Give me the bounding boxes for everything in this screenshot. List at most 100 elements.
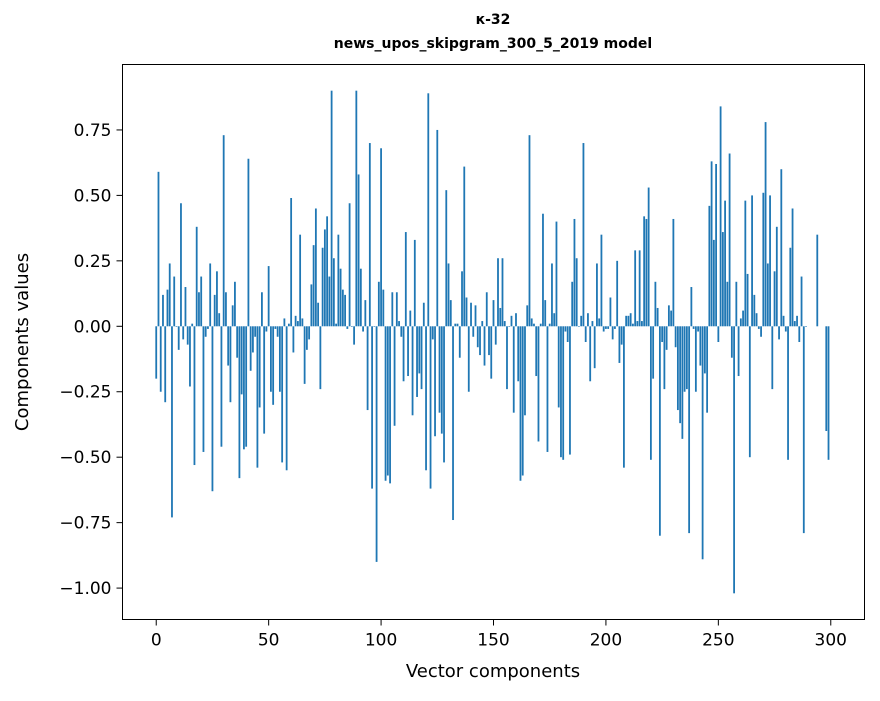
chart-title: к-32 — [475, 12, 511, 28]
bar-component-122 — [429, 326, 432, 489]
bar-component-198 — [600, 234, 603, 327]
bar-component-123 — [431, 326, 434, 340]
bar-component-100 — [380, 148, 382, 327]
x-tick-label: 300 — [815, 631, 847, 651]
bar-component-69 — [310, 284, 313, 327]
bar-component-25 — [211, 326, 214, 492]
bar-component-21 — [202, 326, 205, 452]
bar-component-206 — [618, 326, 621, 363]
bar-component-188 — [578, 326, 580, 327]
bar-component-124 — [434, 326, 436, 437]
bar-component-261 — [742, 310, 744, 327]
bar-component-263 — [746, 273, 749, 327]
bar-component-232 — [676, 326, 679, 411]
x-axis-ticks: 0 50 100 150 200 250 300 — [151, 619, 847, 651]
bar-component-217 — [643, 216, 646, 327]
bar-component-264 — [748, 326, 751, 458]
bar-component-226 — [663, 326, 666, 390]
bar-component-258 — [735, 281, 738, 327]
bar-component-50 — [267, 266, 270, 327]
bar-component-15 — [189, 326, 191, 387]
bar-component-63 — [296, 321, 299, 327]
bar-component-189 — [580, 315, 583, 327]
bar-component-289 — [805, 326, 807, 327]
bar-component-238 — [690, 287, 693, 327]
bar-component-1 — [157, 171, 160, 327]
bar-component-101 — [382, 289, 385, 327]
bar-component-169 — [535, 326, 538, 377]
bar-component-165 — [526, 305, 529, 327]
bar-component-23 — [207, 326, 209, 329]
bar-component-245 — [706, 326, 709, 413]
bar-component-125 — [436, 129, 439, 327]
bar-component-235 — [683, 326, 686, 392]
bar-component-89 — [355, 90, 358, 327]
bar-component-242 — [699, 326, 702, 366]
bar-component-244 — [703, 326, 706, 374]
bar-component-109 — [400, 326, 403, 337]
bar-component-82 — [339, 268, 342, 327]
bar-component-150 — [492, 300, 495, 327]
bar-component-201 — [607, 326, 610, 329]
bar-component-286 — [798, 326, 801, 342]
bar-component-17 — [193, 326, 196, 466]
bar-component-243 — [701, 326, 704, 560]
y-axis-label: Components values — [12, 253, 33, 431]
bar-component-106 — [393, 326, 396, 426]
bar-component-172 — [542, 213, 544, 327]
bar-component-271 — [764, 122, 767, 327]
bar-component-210 — [627, 315, 630, 327]
bar-component-149 — [490, 326, 493, 379]
bar-component-116 — [416, 326, 418, 397]
bar-component-45 — [256, 326, 259, 468]
bar-component-65 — [301, 318, 304, 327]
bar-component-19 — [198, 292, 200, 327]
bar-component-240 — [694, 326, 697, 392]
bar-component-41 — [247, 158, 250, 327]
bar-component-67 — [305, 326, 308, 350]
y-tick-label: 0.00 — [74, 317, 112, 337]
bar-component-32 — [227, 326, 230, 366]
bar-component-129 — [445, 190, 448, 327]
bar-component-70 — [312, 245, 315, 327]
bar-component-154 — [501, 258, 504, 327]
bar-component-75 — [323, 229, 326, 327]
bar-component-220 — [649, 326, 652, 460]
bar-component-133 — [454, 323, 457, 327]
bar-component-28 — [218, 313, 221, 327]
bar-component-163 — [521, 326, 524, 476]
bar-component-36 — [236, 326, 239, 358]
bar-component-134 — [456, 323, 459, 327]
bar-component-145 — [481, 321, 484, 327]
bar-component-35 — [234, 281, 236, 327]
bar-component-288 — [802, 326, 805, 534]
bar-component-272 — [766, 263, 769, 327]
bar-component-8 — [173, 276, 176, 327]
bar-component-53 — [274, 326, 277, 329]
bar-component-141 — [472, 326, 475, 337]
bar-component-16 — [191, 323, 194, 327]
bar-component-83 — [341, 289, 344, 327]
bar-component-179 — [557, 326, 560, 408]
bar-component-270 — [762, 192, 765, 327]
bar-component-108 — [398, 321, 400, 327]
bar-component-196 — [596, 263, 598, 327]
bar-component-158 — [510, 315, 513, 327]
bar-component-105 — [391, 292, 394, 327]
bar-component-138 — [465, 297, 468, 327]
bar-component-192 — [587, 313, 589, 327]
bar-component-276 — [775, 226, 778, 327]
bar-component-294 — [816, 234, 819, 327]
bar-component-233 — [679, 326, 682, 424]
bar-component-176 — [551, 263, 553, 327]
bar-component-195 — [593, 326, 596, 369]
bar-component-144 — [479, 326, 481, 356]
bar-component-111 — [404, 232, 407, 327]
bar-component-187 — [575, 258, 578, 327]
bar-component-76 — [326, 216, 329, 327]
bar-component-200 — [605, 326, 607, 329]
bar-component-72 — [317, 302, 320, 327]
bar-component-29 — [220, 326, 223, 447]
bar-component-57 — [283, 318, 286, 327]
